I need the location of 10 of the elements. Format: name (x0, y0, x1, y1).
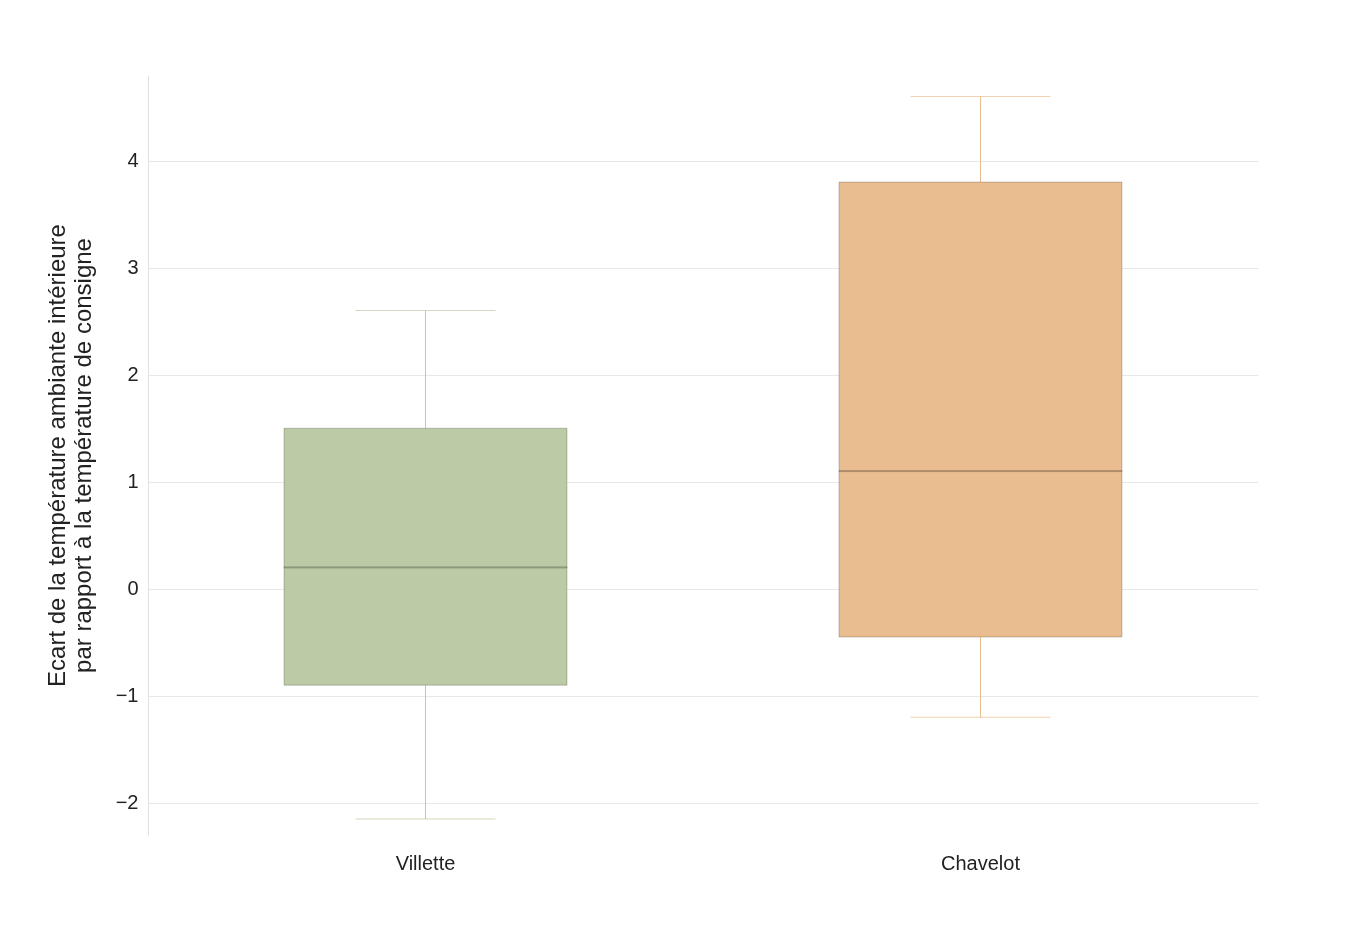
y-tick-label: 4 (127, 149, 139, 172)
y-tick-label: −2 (115, 791, 139, 814)
y-tick-label: −1 (115, 684, 139, 707)
y-tick-label: 0 (127, 577, 139, 600)
y-axis-title: Ecart de la température ambiante intérieure par rapport à la température de consigne (42, 224, 96, 687)
y-tick-label: 3 (127, 256, 139, 279)
y-tick-label: 1 (127, 470, 139, 493)
x-tick-label: Villette (395, 851, 456, 874)
y-tick-label: 2 (127, 363, 139, 386)
x-tick-label: Chavelot (941, 851, 1021, 874)
